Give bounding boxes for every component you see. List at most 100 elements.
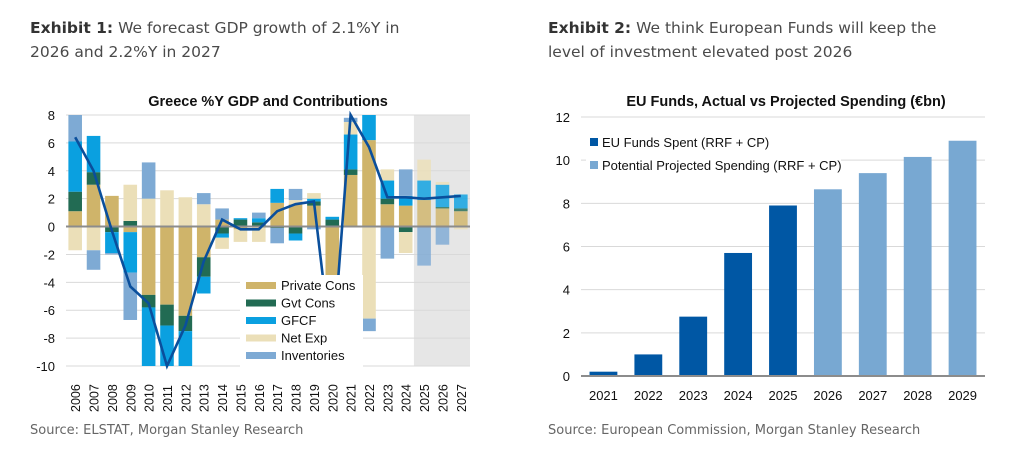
bar-segment-net-exp: [233, 229, 248, 242]
chart1-y-tick-label: 8: [48, 108, 55, 123]
exhibit2-source: Source: European Commission, Morgan Stan…: [548, 423, 921, 438]
bar-segment-net-exp: [160, 190, 174, 227]
chart1-x-tick-label: 2015: [234, 384, 248, 412]
bar-segment-gvt-cons: [233, 219, 248, 227]
chart2-x-tick-label: 2026: [813, 388, 842, 403]
bar-segment-gfcf: [141, 307, 156, 366]
chart2-y-tick-label: 2: [563, 326, 570, 341]
bar-segment-private-cons: [398, 205, 413, 227]
chart1-y-tick-label: -6: [43, 303, 55, 318]
bar-segment-net-exp: [417, 159, 431, 181]
legend-label-private-cons: Private Cons: [281, 278, 356, 293]
legend-swatch-private-cons: [246, 282, 276, 289]
chart2-x-tick-label: 2028: [903, 388, 932, 403]
legend-label-net-exp: Net Exp: [281, 331, 327, 346]
chart1-x-tick-label: 2011: [161, 385, 175, 412]
chart1-x-tick-label: 2026: [436, 384, 450, 412]
bar-segment-inventories: [141, 162, 156, 199]
bar-segment-private-cons: [123, 226, 138, 233]
bar-segment-net-exp: [288, 200, 303, 205]
bar-segment-inventories: [398, 169, 413, 196]
chart1-x-tick-label: 2012: [179, 384, 193, 412]
bar-eu-projected: [903, 156, 932, 376]
chart1-x-tick-label: 2023: [381, 384, 395, 412]
bar-segment-gvt-cons: [141, 294, 156, 308]
chart1-x-tick-label: 2027: [455, 384, 469, 412]
legend-swatch-net-exp: [246, 334, 276, 342]
chart1-x-tick-label: 2024: [400, 384, 414, 412]
bar-segment-private-cons: [141, 226, 156, 295]
bar-segment-inventories: [362, 318, 376, 332]
chart1-x-tick-label: 2019: [308, 384, 322, 412]
chart1-x-tick-label: 2025: [418, 384, 432, 412]
exhibit1-label: Exhibit 1:: [30, 19, 114, 37]
bar-eu-spent: [679, 316, 708, 376]
bar-segment-private-cons: [160, 226, 174, 305]
bar-segment-net-exp: [362, 226, 376, 319]
legend-label-gvt-cons: Gvt Cons: [281, 296, 336, 311]
bar-segment-inventories: [380, 226, 395, 259]
chart1-x-tick-label: 2006: [69, 384, 83, 412]
bar-eu-projected: [858, 173, 887, 376]
bar-segment-inventories: [288, 188, 303, 201]
bar-segment-gfcf: [398, 195, 413, 206]
bar-eu-spent: [634, 354, 663, 376]
exhibit1-source: Source: ELSTAT, Morgan Stanley Research: [30, 423, 304, 438]
bar-segment-gvt-cons: [252, 222, 266, 227]
chart1-y-tick-label: -10: [36, 359, 55, 374]
bar-segment-private-cons: [454, 211, 468, 227]
bar-segment-private-cons: [86, 184, 101, 227]
bar-segment-gfcf: [123, 232, 138, 273]
chart2-x-tick-label: 2023: [679, 388, 708, 403]
bar-segment-private-cons: [215, 219, 229, 227]
bar-segment-net-exp: [123, 184, 138, 221]
bar-segment-net-exp: [141, 198, 156, 227]
chart1-title: Greece %Y GDP and Contributions: [148, 94, 388, 110]
bar-segment-gvt-cons: [215, 226, 229, 234]
bar-segment-gfcf: [417, 180, 431, 201]
bar-segment-private-cons: [325, 226, 340, 283]
bar-segment-inventories: [270, 227, 284, 244]
bar-segment-gvt-cons: [454, 208, 468, 212]
chart1-x-tick-label: 2022: [363, 384, 377, 412]
bar-segment-gfcf: [270, 188, 284, 203]
chart2-x-tick-label: 2029: [948, 388, 977, 403]
chart2-x-tick-label: 2024: [724, 388, 753, 403]
chart1-x-tick-label: 2021: [345, 384, 359, 412]
exhibit1-title-line2: 2026 and 2.2%Y in 2027: [30, 43, 221, 61]
bar-segment-private-cons: [178, 226, 193, 316]
exhibit1-title: Exhibit 1: We forecast GDP growth of 2.1…: [30, 16, 510, 64]
chart2-x-tick-label: 2027: [858, 388, 887, 403]
bar-segment-gvt-cons: [288, 226, 303, 234]
exhibit2-title: Exhibit 2: We think European Funds will …: [548, 16, 1018, 64]
exhibit2-title-line2: level of investment elevated post 2026: [548, 43, 853, 61]
chart1-x-tick-label: 2009: [124, 384, 138, 412]
chart2-y-tick-label: 6: [563, 240, 570, 255]
chart2-x-tick-label: 2021: [589, 388, 618, 403]
bar-segment-private-cons: [380, 204, 395, 227]
bar-eu-spent: [724, 252, 753, 376]
legend-label-gfcf: GFCF: [281, 313, 316, 328]
bar-segment-gfcf: [252, 218, 266, 223]
chart2-x-tick-label: 2025: [769, 388, 798, 403]
chart1-x-tick-label: 2016: [253, 384, 267, 412]
bar-segment-net-exp: [68, 226, 82, 251]
bar-segment-gvt-cons: [435, 207, 450, 209]
bar-eu-projected: [813, 189, 842, 376]
chart2-legend-background: [586, 132, 841, 176]
chart1-x-tick-label: 2008: [106, 384, 120, 412]
bar-segment-gfcf: [325, 216, 340, 220]
bar-segment-inventories: [123, 272, 138, 320]
bar-segment-gvt-cons: [398, 226, 413, 233]
bar-segment-gvt-cons: [343, 169, 358, 175]
bar-segment-net-exp: [398, 232, 413, 254]
bar-segment-inventories: [215, 208, 229, 220]
chart1-x-tick-label: 2013: [198, 384, 212, 412]
bar-segment-gfcf: [178, 331, 193, 366]
bar-segment-gvt-cons: [123, 220, 138, 227]
bar-segment-inventories: [417, 226, 431, 266]
chart1-y-tick-label: 0: [48, 220, 55, 235]
bar-segment-inventories: [307, 226, 321, 230]
bar-segment-net-exp: [380, 169, 395, 181]
chart1-x-tick-label: 2018: [290, 384, 304, 412]
